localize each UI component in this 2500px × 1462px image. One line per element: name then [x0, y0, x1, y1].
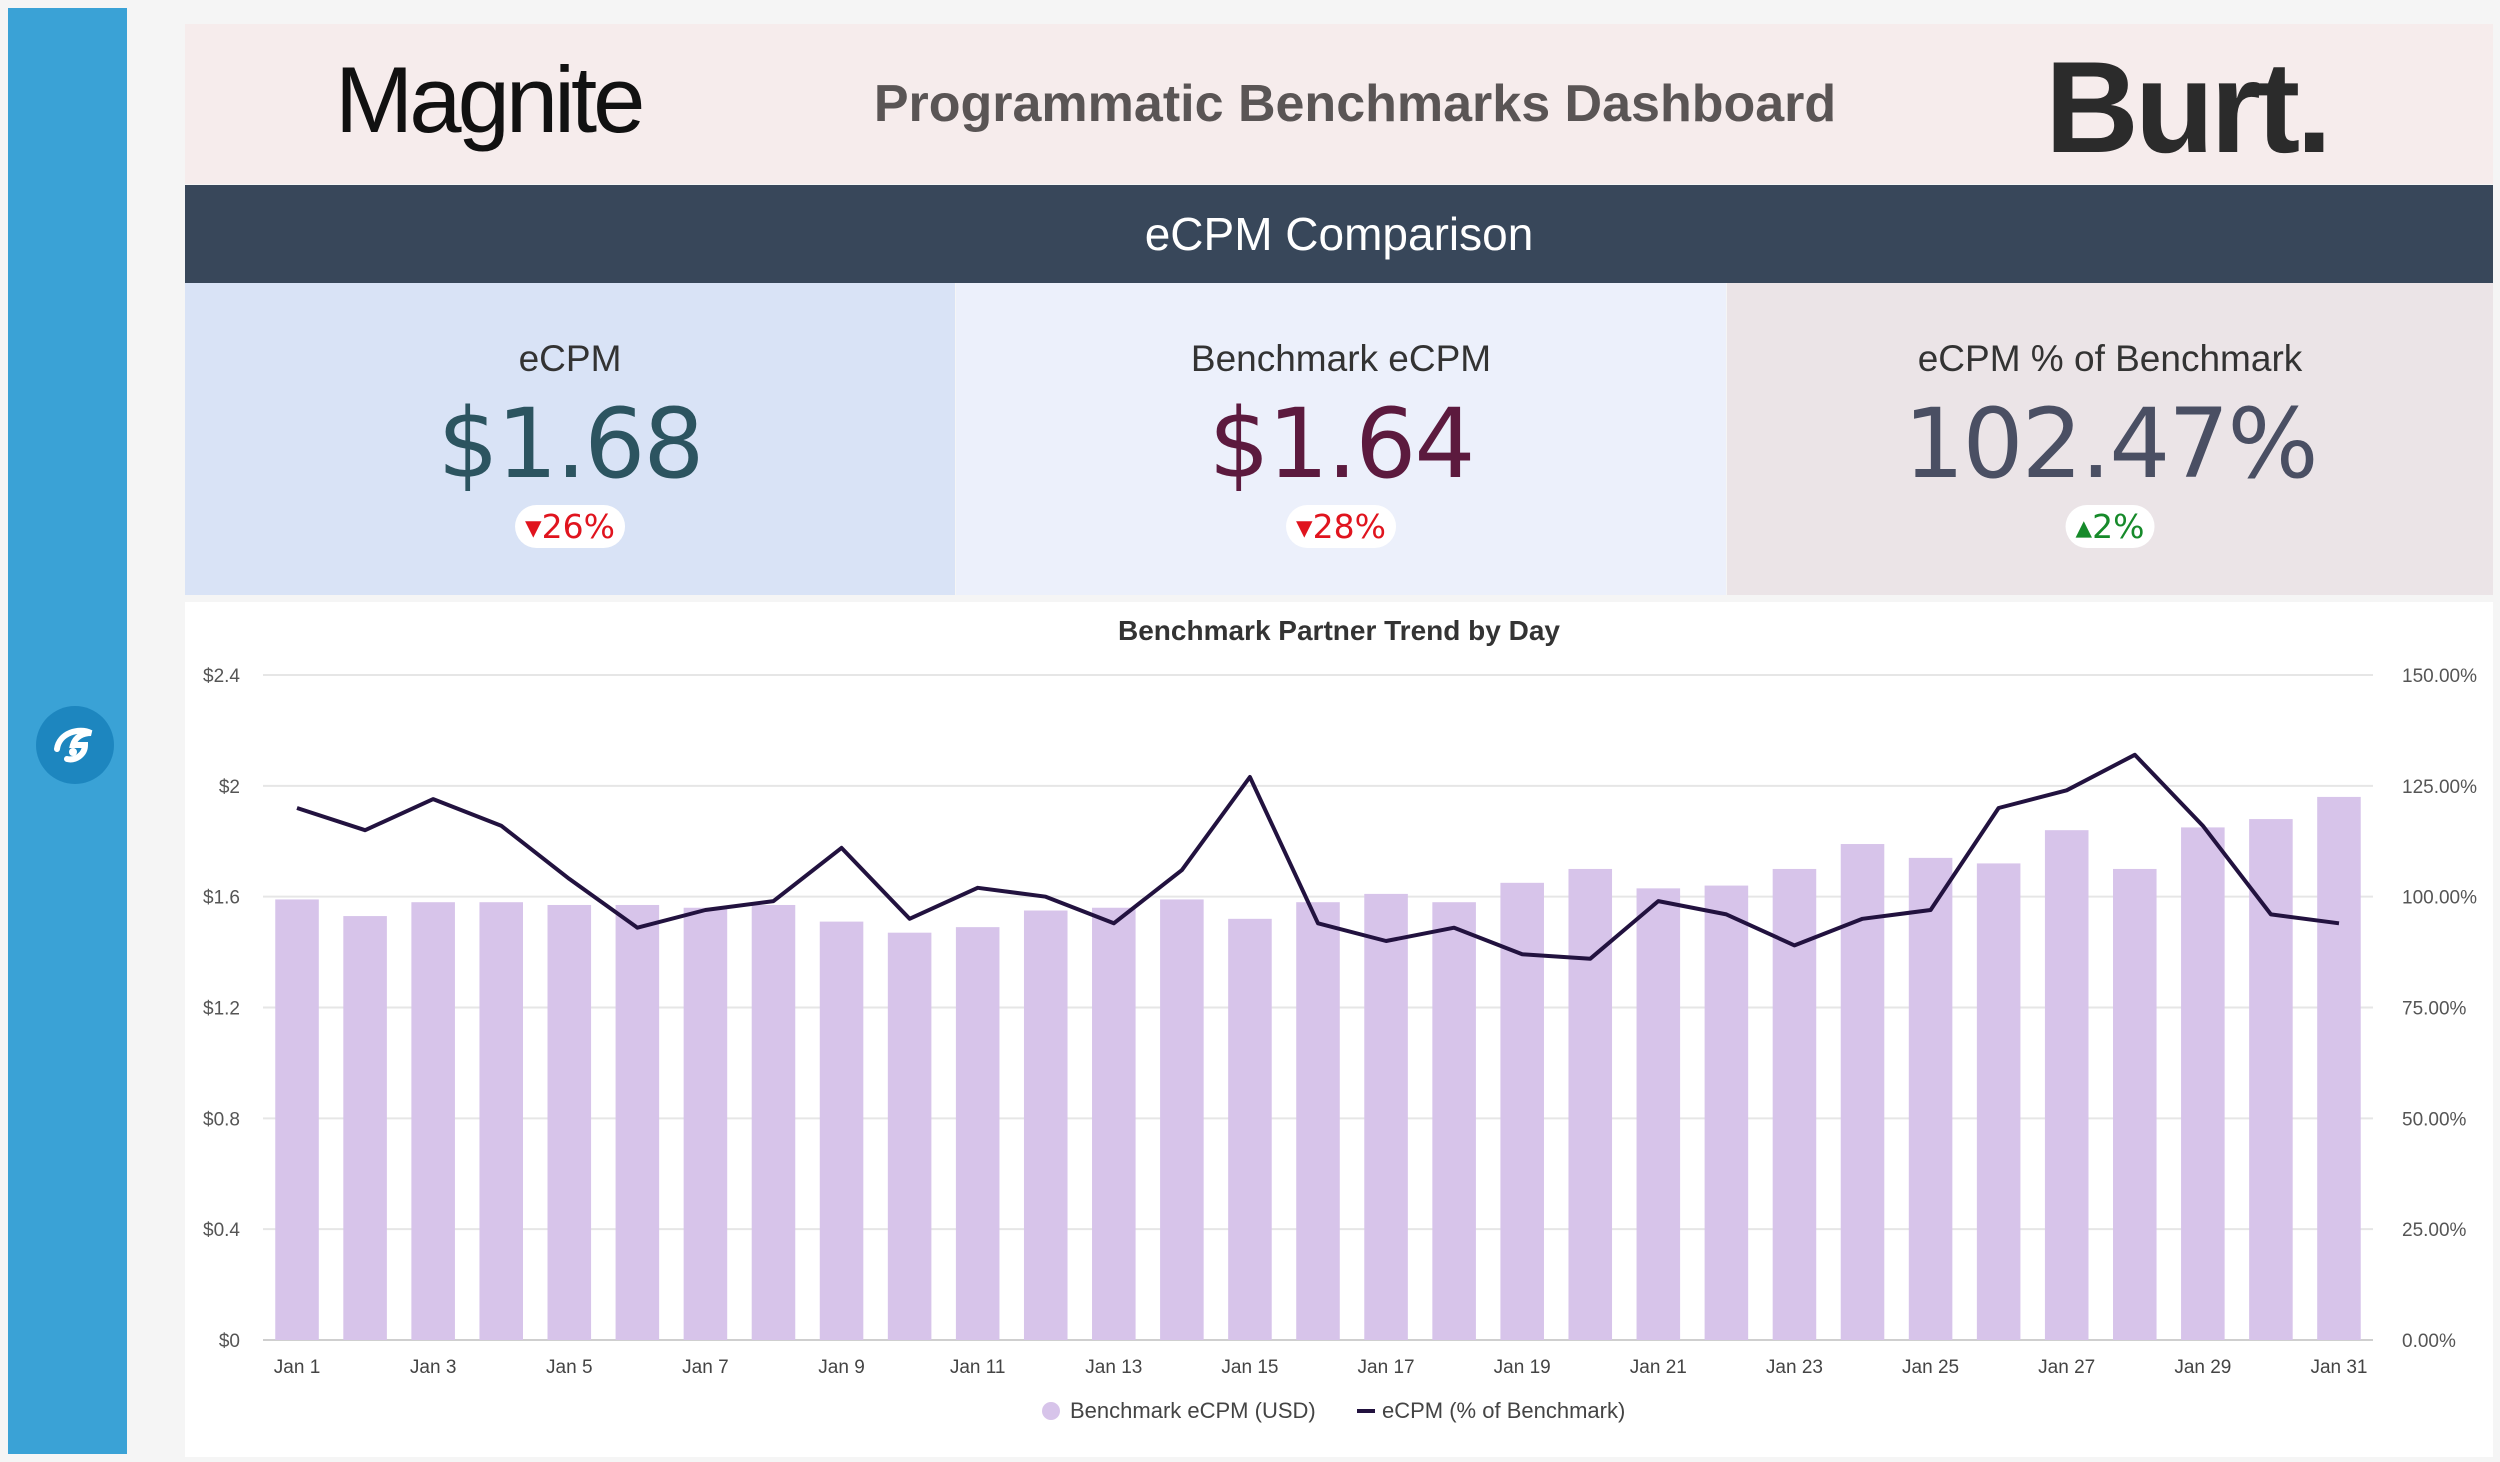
kpi-change-badge: ▾28%: [1286, 505, 1396, 548]
kpi-label: Benchmark eCPM: [1190, 338, 1492, 379]
bar: [1228, 918, 1272, 1340]
line-series: [296, 752, 2340, 961]
app-logo-icon[interactable]: [36, 706, 114, 784]
bar: [343, 916, 387, 1340]
y-right-tick-label: 150.00%: [2402, 666, 2477, 687]
x-tick-label: Jan 29: [2174, 1357, 2231, 1378]
bar: [1636, 888, 1681, 1340]
x-tick-label: Jan 11: [950, 1357, 1006, 1378]
magnite-logo: Magnite: [335, 47, 645, 152]
x-tick-label: Jan 1: [274, 1357, 320, 1378]
bar: [1908, 857, 1953, 1340]
bar: [411, 902, 455, 1340]
side-rail: [8, 8, 127, 1454]
bar: [1976, 863, 2021, 1340]
dashboard-header: Magnite Programmatic Benchmarks Dashboar…: [185, 24, 2493, 184]
kpi-label: eCPM % of Benchmark: [1917, 338, 2303, 379]
y-right-tick-label: 125.00%: [2402, 777, 2477, 798]
trend-chart-card: Benchmark Partner Trend by Day $0 0.00% $0.…: [185, 602, 2493, 1457]
bar: [275, 899, 319, 1340]
x-tick-label: Jan 7: [682, 1357, 728, 1378]
x-tick-label: Jan 23: [1766, 1357, 1823, 1378]
bar: [1432, 902, 1476, 1340]
y-left-tick-label: $2: [219, 777, 240, 798]
kpi-card-benchmark-ecpm: Benchmark eCPM $1.64 ▾28%: [956, 283, 1726, 595]
y-left-tick-label: $1.6: [203, 888, 240, 909]
y-left-tick-label: $2.4: [203, 666, 240, 687]
bar: [887, 932, 932, 1340]
kpi-card-ecpm-pct-benchmark: eCPM % of Benchmark 102.47% ▴2%: [1727, 283, 2493, 595]
kpi-card-ecpm: eCPM $1.68 ▾26%: [185, 283, 955, 595]
kpi-change: 26%: [541, 507, 615, 546]
bar: [479, 902, 524, 1340]
bar: [819, 921, 864, 1340]
x-tick-label: Jan 15: [1221, 1357, 1278, 1378]
y-right-tick-label: 100.00%: [2402, 888, 2477, 909]
bar: [1160, 899, 1204, 1340]
bar: [1500, 882, 1544, 1340]
bar: [683, 907, 728, 1340]
x-tick-label: Jan 25: [1902, 1357, 1959, 1378]
kpi-change-badge: ▾26%: [515, 505, 625, 548]
dashboard-title: Programmatic Benchmarks Dashboard: [873, 75, 1837, 133]
x-tick-label: Jan 17: [1358, 1357, 1415, 1378]
bar: [1296, 902, 1340, 1340]
bar: [2044, 830, 2089, 1340]
x-tick-label: Jan 3: [410, 1357, 456, 1378]
bar: [2181, 827, 2225, 1340]
x-tick-label: Jan 27: [2038, 1357, 2095, 1378]
legend-label: eCPM (% of Benchmark): [1382, 1398, 1625, 1423]
bar: [2249, 819, 2293, 1340]
y-right-tick-label: 25.00%: [2402, 1220, 2467, 1241]
y-left-tick-label: $0.4: [203, 1220, 240, 1241]
kpi-value: $1.64: [1208, 388, 1476, 500]
x-tick-label: Jan 5: [546, 1357, 592, 1378]
legend-label: Benchmark eCPM (USD): [1070, 1398, 1316, 1423]
section-title: eCPM Comparison: [185, 185, 2493, 283]
kpi-change: 2%: [2092, 507, 2145, 546]
x-tick-label: Jan 21: [1630, 1357, 1687, 1378]
legend-swatch-bar: [1042, 1402, 1060, 1420]
x-tick-label: Jan 9: [818, 1357, 864, 1378]
y-left-tick-label: $0: [219, 1331, 240, 1352]
bar: [1023, 910, 1068, 1340]
bar: [615, 904, 660, 1340]
y-right-tick-label: 50.00%: [2402, 1109, 2467, 1130]
down-triangle-icon: ▾: [1296, 507, 1313, 546]
kpi-value: $1.68: [437, 388, 705, 500]
y-right-tick-label: 75.00%: [2402, 999, 2467, 1020]
x-tick-label: Jan 31: [2310, 1357, 2367, 1378]
bar: [1568, 868, 1613, 1340]
down-triangle-icon: ▾: [525, 507, 542, 546]
y-right-tick-label: 0.00%: [2402, 1331, 2456, 1352]
bar: [1704, 885, 1749, 1340]
kpi-value: 102.47%: [1903, 388, 2318, 500]
bar: [955, 927, 1000, 1340]
up-triangle-icon: ▴: [2075, 507, 2093, 546]
bar: [1772, 868, 1817, 1340]
trend-chart: Benchmark Partner Trend by Day $0 0.00% $0.…: [203, 615, 2477, 1423]
burt-logo: Burt.: [2045, 34, 2332, 180]
x-tick-label: Jan 19: [1494, 1357, 1551, 1378]
kpi-label: eCPM: [518, 338, 622, 379]
kpi-change-badge: ▴2%: [2065, 505, 2155, 548]
chart-title: Benchmark Partner Trend by Day: [1118, 615, 1560, 646]
bar: [2317, 796, 2361, 1340]
y-left-tick-label: $1.2: [203, 999, 240, 1020]
y-left-tick-label: $0.8: [203, 1109, 240, 1130]
bar: [1840, 844, 1885, 1340]
bar: [2112, 868, 2157, 1340]
bar: [547, 904, 592, 1340]
x-tick-label: Jan 13: [1085, 1357, 1142, 1378]
bar: [1092, 907, 1136, 1340]
bar: [751, 904, 796, 1340]
kpi-change: 28%: [1312, 507, 1386, 546]
bar: [1364, 893, 1408, 1340]
